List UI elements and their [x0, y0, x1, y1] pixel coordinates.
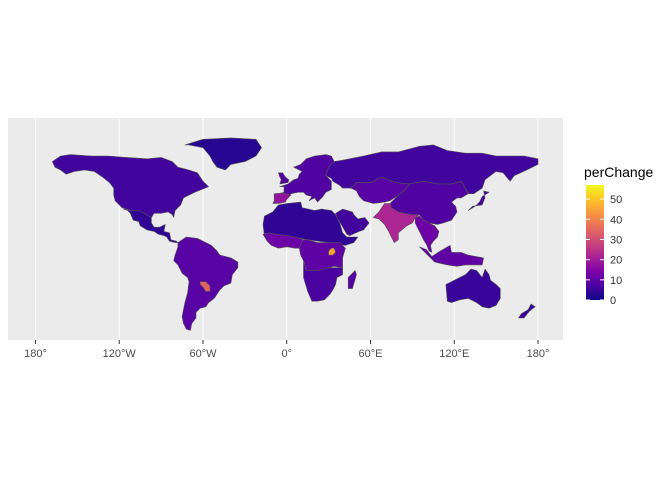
x-tick-label: 180° — [24, 348, 47, 360]
country-united-kingdom — [278, 172, 290, 185]
legend-tick-label: 10 — [610, 275, 622, 287]
x-tick-label: 60°E — [359, 348, 383, 360]
x-tick-label: 0° — [281, 348, 292, 360]
country-new-zealand — [518, 303, 536, 319]
legend-colorbar — [586, 185, 604, 300]
country-southern-africa — [303, 260, 343, 302]
country-east-asia — [389, 180, 469, 225]
x-tick-label: 60°W — [189, 348, 217, 360]
country-arabia — [335, 208, 370, 236]
country-uganda — [328, 247, 336, 256]
country-madagascar — [347, 270, 357, 289]
country-greenland — [184, 137, 262, 171]
country-southeast-asia — [414, 215, 440, 253]
legend-tick-label: 0 — [610, 295, 616, 307]
legend-title: perChange — [584, 164, 653, 180]
country-iberia — [273, 192, 292, 204]
country-north-america — [51, 154, 209, 218]
x-tick-label: 180° — [527, 348, 550, 360]
legend-tick-label: 30 — [610, 234, 622, 246]
country-central-america — [123, 208, 179, 243]
x-axis: 180° 120°W 60°W 0° 60°E 120°E 180° — [24, 340, 549, 360]
country-indonesia — [419, 245, 484, 267]
country-central-africa — [298, 239, 346, 271]
country-japan — [467, 190, 490, 211]
country-paraguay — [199, 281, 211, 292]
country-northern-africa — [262, 201, 359, 246]
legend: perChange 0 10 20 30 40 50 — [584, 164, 653, 307]
country-australia — [445, 268, 501, 309]
legend-tick-label: 50 — [610, 194, 622, 206]
legend-tick-label: 40 — [610, 214, 622, 226]
graticule — [35, 118, 539, 340]
countries-layer — [51, 137, 539, 331]
legend-tick-label: 20 — [610, 255, 622, 267]
x-tick-label: 120°W — [103, 348, 137, 360]
x-tick-label: 120°E — [439, 348, 469, 360]
